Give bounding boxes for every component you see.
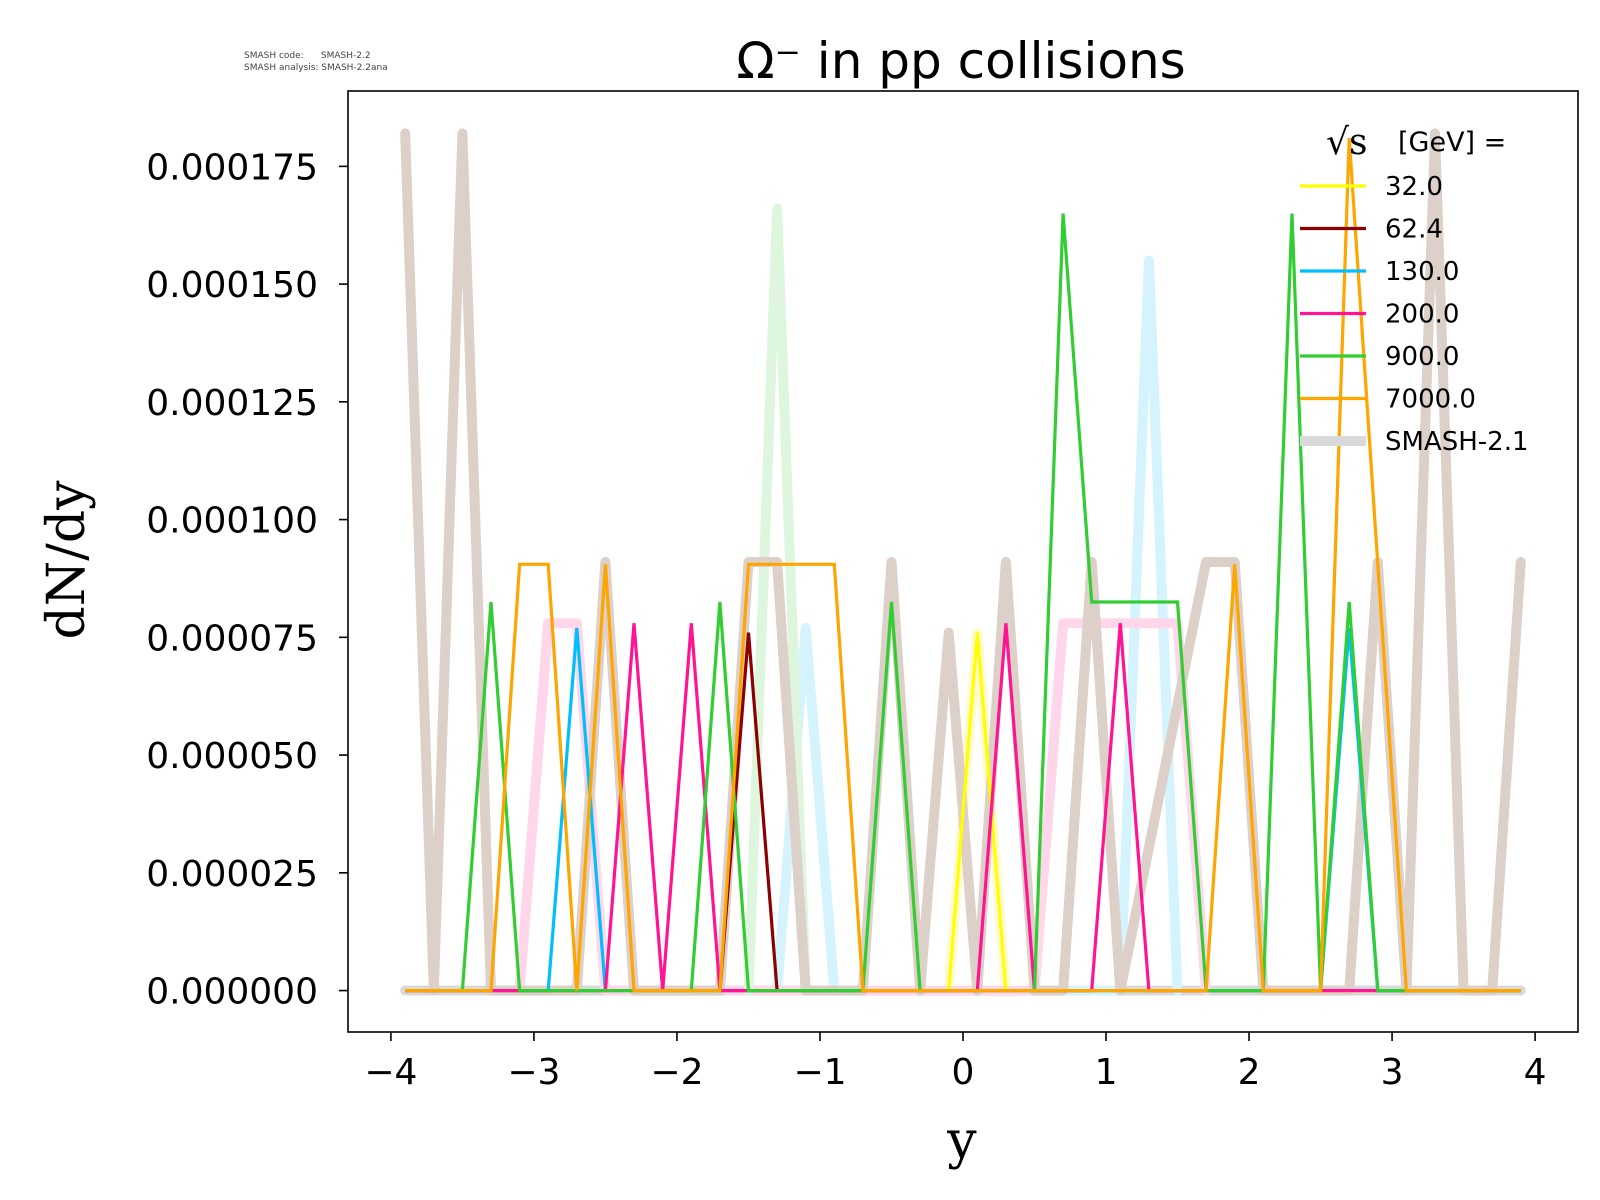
legend-entry-7000-0: 7000.0 (1300, 385, 1476, 415)
x-tick-label: 3 (1381, 1052, 1404, 1093)
legend-label: 130.0 (1385, 257, 1459, 287)
legend-entry-200-0: 200.0 (1300, 300, 1459, 330)
y-tick-label: 0.000025 (146, 854, 318, 895)
legend-title-prefix: √s (1326, 122, 1367, 163)
reference-series-group (400, 128, 1526, 996)
legend-entries: 32.0 62.4 130.0 200.0 900.0 7000.0 SMASH-2.1 (1300, 172, 1529, 457)
x-tick-label: −3 (507, 1052, 560, 1093)
reference-line-5 (400, 128, 1526, 996)
reference-line-3 (514, 618, 1212, 996)
y-tick-label: 0.000100 (146, 501, 318, 542)
legend-entry-smash-2-1: SMASH-2.1 (1300, 427, 1529, 457)
smash-version-annotation: SMASH code: SMASH-2.2 SMASH analysis: SM… (244, 51, 388, 73)
y-tick-label: 0.000000 (146, 972, 318, 1013)
series-line-900-0 (460, 213, 1521, 993)
legend-entry-900-0: 900.0 (1300, 342, 1459, 372)
legend-title: √s [GeV] = (1326, 122, 1506, 163)
y-tick-label: 0.000075 (146, 618, 318, 659)
chart-title: Ω⁻ in pp collisions (736, 32, 1185, 90)
legend-entry-32-0: 32.0 (1300, 172, 1443, 202)
y-tick-label: 0.000050 (146, 736, 318, 777)
legend-label: 7000.0 (1385, 385, 1476, 415)
x-axis-label: y (946, 1111, 977, 1171)
y-tick-label: 0.000150 (146, 265, 318, 306)
legend-label: 200.0 (1385, 300, 1459, 330)
legend-label: SMASH-2.1 (1385, 427, 1529, 457)
legend-entry-62-4: 62.4 (1300, 215, 1443, 245)
y-tick-label: 0.000175 (146, 147, 318, 188)
data-series-group (405, 137, 1521, 993)
reference-line-4 (743, 203, 811, 996)
legend-label: 62.4 (1385, 215, 1443, 245)
x-tick-label: −2 (650, 1052, 703, 1093)
legend-label: 900.0 (1385, 342, 1459, 372)
x-tick-label: −4 (364, 1052, 417, 1093)
x-tick-label: 1 (1095, 1052, 1118, 1093)
annotation-line-2: SMASH analysis: SMASH-2.2ana (244, 63, 388, 73)
y-axis: 0.000000 0.000025 0.000050 0.000075 0.000100… (146, 147, 348, 1013)
x-axis: −4 −3 −2 −1 0 1 2 3 4 (364, 1032, 1547, 1093)
y-tick-label: 0.000125 (146, 383, 318, 424)
x-tick-label: 0 (952, 1052, 975, 1093)
legend-title-suffix: [GeV] = (1398, 127, 1506, 158)
legend-entry-130-0: 130.0 (1300, 257, 1459, 287)
x-tick-label: 4 (1524, 1052, 1547, 1093)
legend: √s [GeV] = 32.0 62.4 130.0 200.0 900.0 7000.0… (1300, 122, 1529, 457)
x-tick-label: 2 (1238, 1052, 1261, 1093)
y-axis-label: dN/dy (37, 480, 97, 640)
series-line-7000-0 (405, 137, 1521, 993)
annotation-line-1: SMASH code: SMASH-2.2 (244, 51, 371, 61)
x-tick-label: −1 (793, 1052, 846, 1093)
legend-label: 32.0 (1385, 172, 1443, 202)
